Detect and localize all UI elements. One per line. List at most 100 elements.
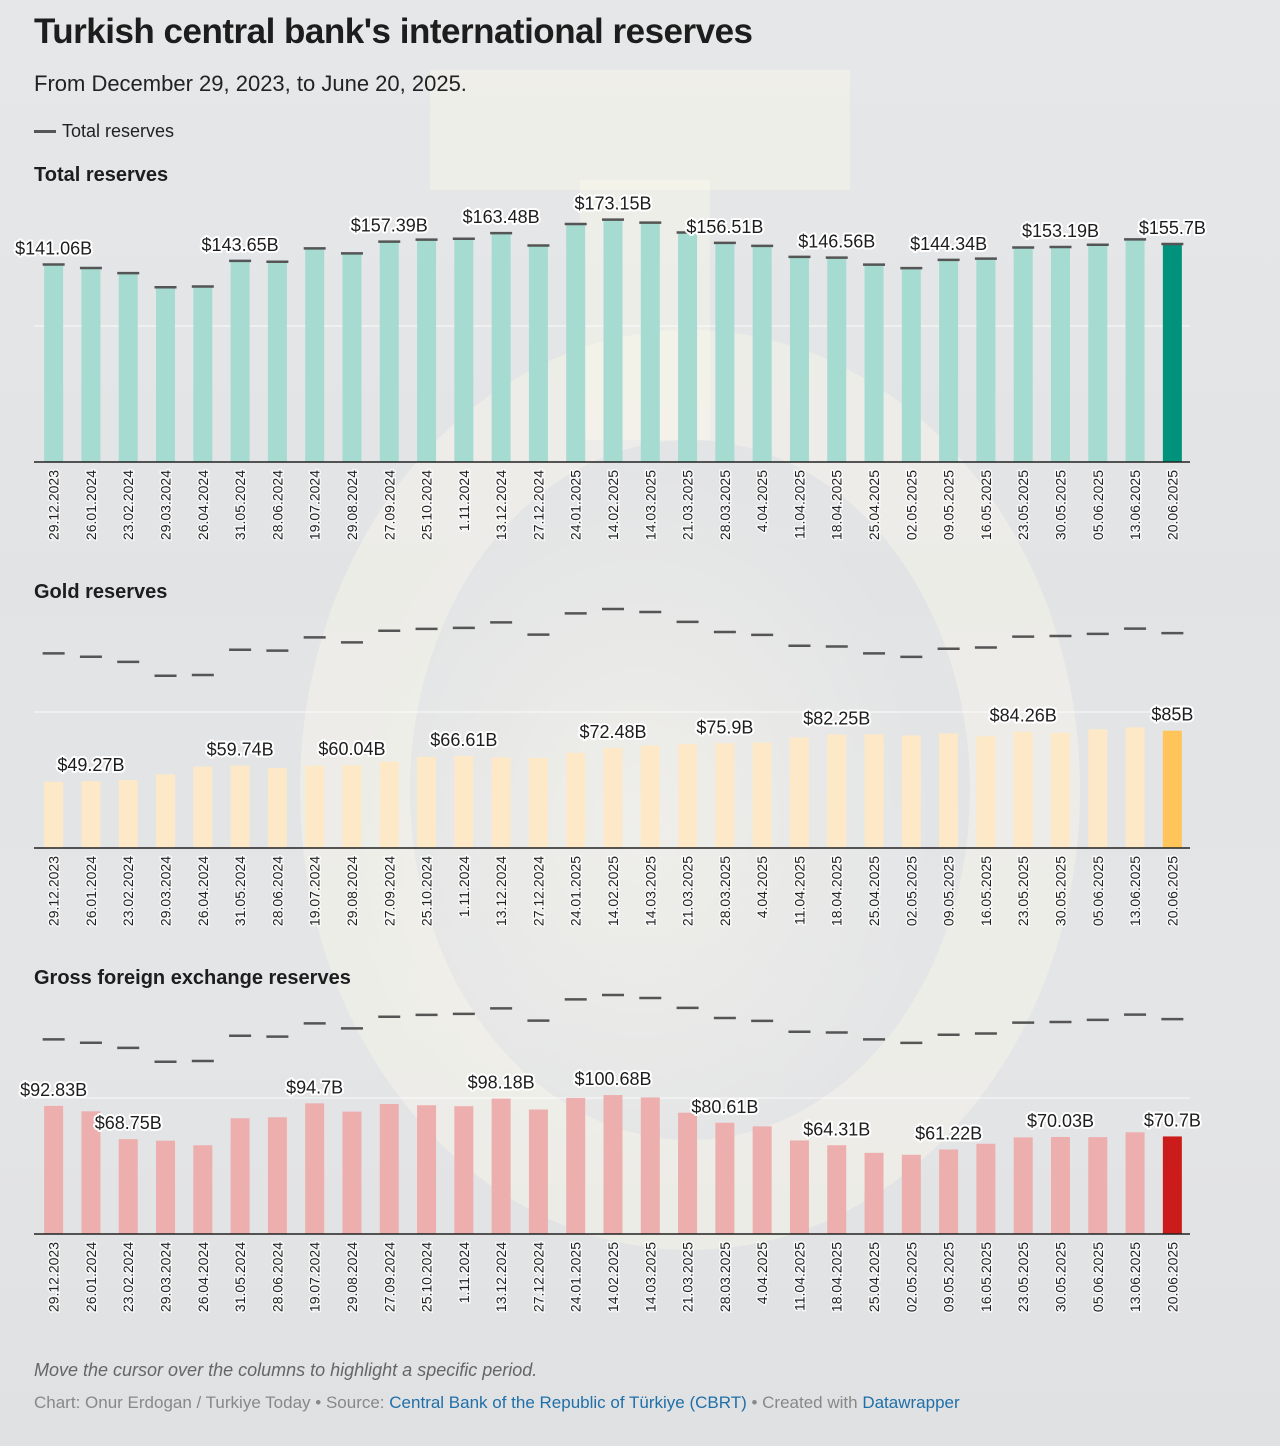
bar[interactable] [305, 248, 325, 462]
bar[interactable] [417, 756, 437, 848]
bar[interactable] [827, 257, 847, 462]
bar[interactable] [454, 238, 474, 462]
bar[interactable] [603, 219, 623, 462]
bar[interactable] [44, 1105, 64, 1234]
bar[interactable] [379, 241, 399, 462]
bar[interactable] [827, 734, 847, 848]
bar[interactable] [566, 752, 586, 848]
bar[interactable] [491, 233, 511, 462]
bar[interactable] [976, 1143, 996, 1234]
bar[interactable] [193, 1145, 213, 1234]
bar[interactable] [678, 232, 698, 462]
bar[interactable] [118, 780, 138, 848]
bar[interactable] [230, 765, 250, 848]
tick-label: 28.06.2024 [269, 1242, 285, 1312]
datawrapper-link[interactable]: Datawrapper [862, 1393, 960, 1412]
bar[interactable] [789, 256, 809, 462]
bar[interactable] [864, 734, 884, 848]
bar[interactable] [342, 253, 362, 462]
bar[interactable] [752, 742, 772, 848]
bar[interactable] [566, 1097, 586, 1234]
bar[interactable] [305, 765, 325, 848]
bar[interactable] [342, 1111, 362, 1234]
bar[interactable] [827, 1145, 847, 1234]
bar[interactable] [939, 733, 959, 848]
bar[interactable] [939, 259, 959, 462]
bar[interactable] [901, 1154, 921, 1234]
bar[interactable] [640, 745, 660, 848]
bar[interactable] [678, 1112, 698, 1234]
bar[interactable] [193, 286, 213, 462]
bar[interactable] [1050, 246, 1070, 462]
bar[interactable] [901, 268, 921, 462]
bar[interactable] [44, 264, 64, 462]
bar[interactable] [1125, 727, 1145, 848]
bar[interactable] [789, 1140, 809, 1234]
bar[interactable] [1125, 1132, 1145, 1234]
bar[interactable] [715, 242, 735, 462]
bar[interactable] [603, 1095, 623, 1234]
bar[interactable] [1162, 244, 1182, 462]
bar[interactable] [1162, 730, 1182, 848]
bar[interactable] [1125, 239, 1145, 462]
bar[interactable] [267, 768, 287, 848]
total-reserves-chart[interactable]: $141.06B 29.12.2023 26.01.2024 23.02.2024 29… [0, 190, 1280, 570]
bar[interactable] [603, 747, 623, 848]
bar[interactable] [528, 757, 548, 848]
bar[interactable] [305, 1103, 325, 1234]
bar[interactable] [454, 756, 474, 848]
bar[interactable] [1013, 731, 1033, 848]
bar[interactable] [230, 260, 250, 462]
bar[interactable] [752, 1126, 772, 1234]
bar[interactable] [528, 245, 548, 462]
bar[interactable] [491, 757, 511, 848]
bar[interactable] [1050, 732, 1070, 848]
bar[interactable] [1088, 729, 1108, 848]
bar[interactable] [193, 766, 213, 848]
bar[interactable] [752, 245, 772, 462]
bar[interactable] [864, 1152, 884, 1234]
bar[interactable] [118, 1139, 138, 1234]
bar[interactable] [379, 1104, 399, 1234]
bar[interactable] [156, 774, 176, 848]
bar[interactable] [417, 239, 437, 462]
bar[interactable] [1050, 1136, 1070, 1234]
bar[interactable] [976, 736, 996, 848]
source-link[interactable]: Central Bank of the Republic of Türkiye … [389, 1393, 747, 1412]
bar[interactable] [528, 1109, 548, 1234]
bar[interactable] [342, 765, 362, 848]
bar[interactable] [566, 224, 586, 462]
bar[interactable] [156, 1140, 176, 1234]
bar[interactable] [81, 1111, 101, 1234]
data-label: $66.61B [430, 730, 497, 750]
bar[interactable] [230, 1118, 250, 1234]
bar[interactable] [715, 743, 735, 848]
bar[interactable] [267, 261, 287, 462]
bar[interactable] [379, 761, 399, 848]
bar[interactable] [789, 737, 809, 848]
fx-reserves-chart[interactable]: $92.83B 29.12.2023 26.01.2024 $68.75B 23.02.… [0, 992, 1280, 1342]
bar[interactable] [267, 1117, 287, 1234]
bar[interactable] [1013, 1137, 1033, 1234]
bar[interactable] [417, 1105, 437, 1234]
gold-reserves-chart[interactable]: 29.12.2023 $49.27B 26.01.2024 23.02.2024 29.… [0, 605, 1280, 955]
bar[interactable] [640, 222, 660, 462]
bar[interactable] [156, 287, 176, 462]
bar[interactable] [454, 1106, 474, 1234]
bar[interactable] [678, 744, 698, 848]
bar[interactable] [939, 1149, 959, 1234]
bar[interactable] [640, 1097, 660, 1234]
bar[interactable] [1162, 1136, 1182, 1234]
bar[interactable] [44, 781, 64, 848]
bar[interactable] [1088, 1137, 1108, 1234]
bar[interactable] [715, 1122, 735, 1234]
bar[interactable] [1013, 247, 1033, 462]
bar[interactable] [864, 264, 884, 462]
bar[interactable] [976, 258, 996, 462]
bar[interactable] [901, 735, 921, 848]
bar[interactable] [491, 1098, 511, 1234]
bar[interactable] [1088, 244, 1108, 462]
bar[interactable] [118, 273, 138, 462]
bar[interactable] [81, 781, 101, 848]
bar[interactable] [81, 267, 101, 462]
